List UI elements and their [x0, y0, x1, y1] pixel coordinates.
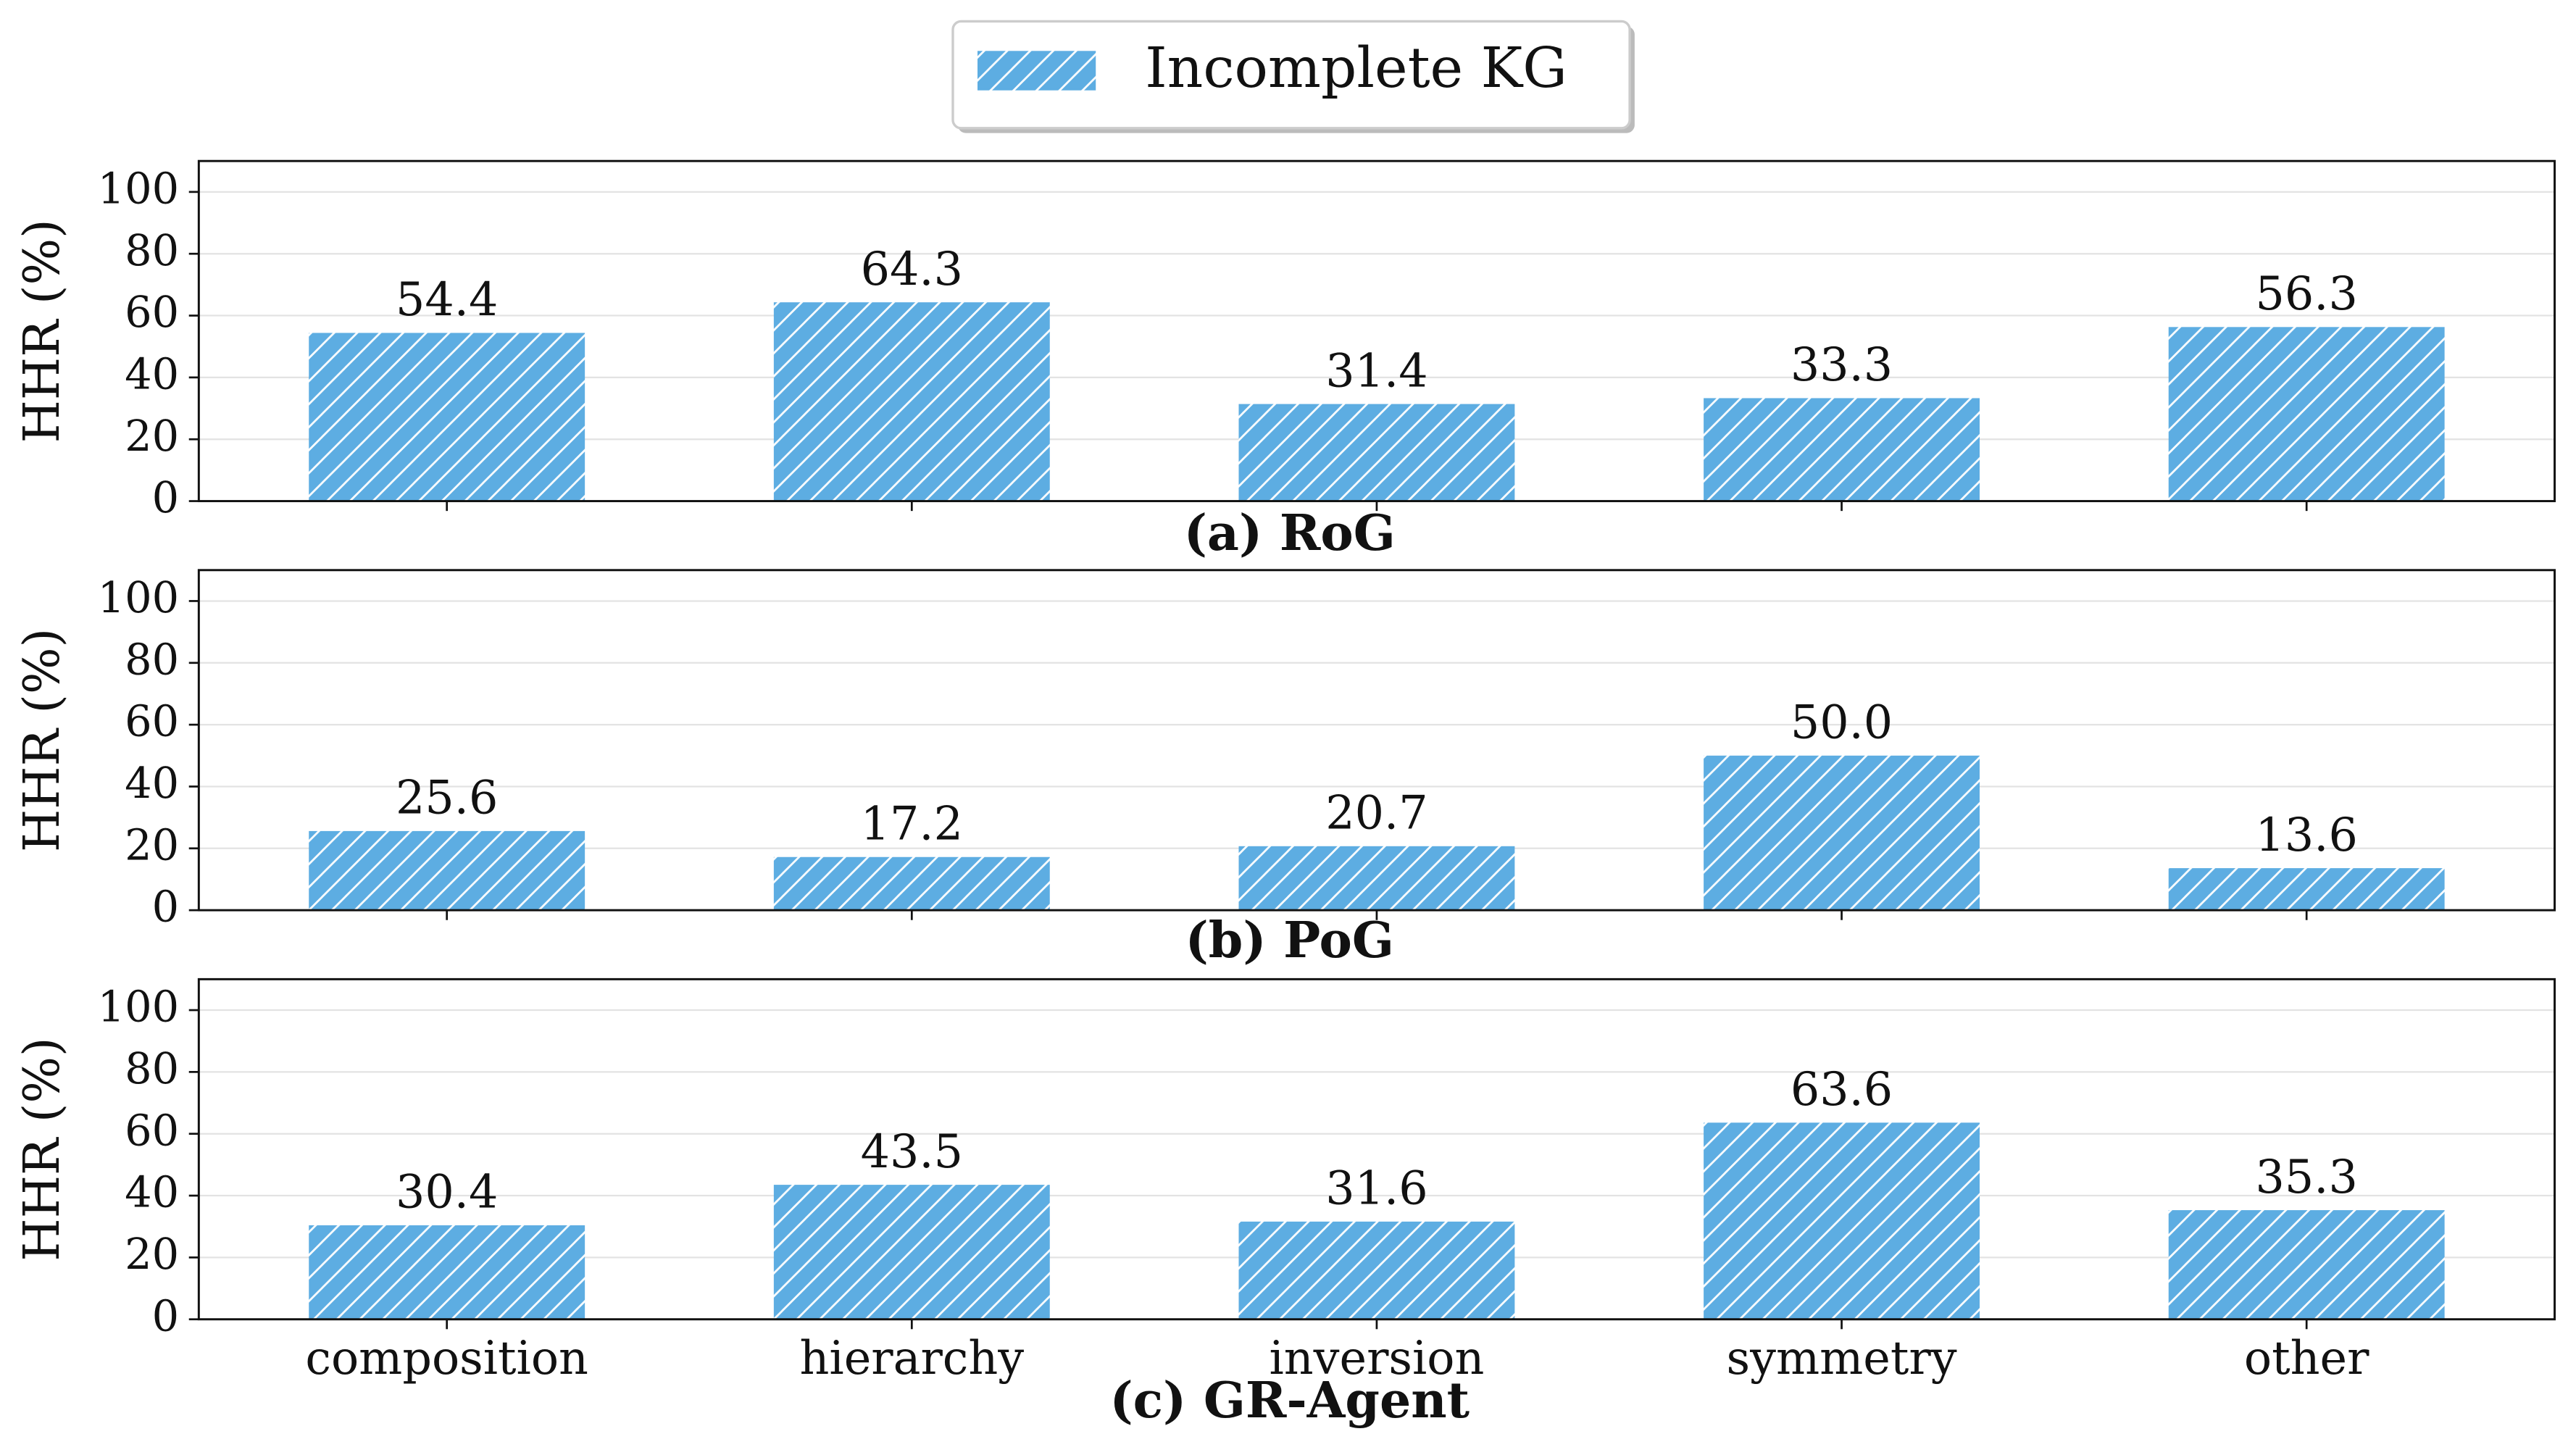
y-tick-label: 80 [125, 634, 179, 684]
value-label: 63.6 [1791, 1062, 1893, 1116]
x-tick-label: inversion [1269, 1331, 1484, 1385]
bar [1238, 1221, 1515, 1319]
chart-title: (c) GR-Agent [1109, 1372, 1470, 1430]
plot-frame [197, 977, 2556, 1321]
bar [773, 1185, 1050, 1319]
y-tick-label: 0 [152, 882, 179, 932]
bar [1704, 398, 1980, 501]
x-tick-label: composition [305, 1331, 588, 1385]
plot-frame [197, 159, 2556, 503]
value-label: 31.4 [1325, 343, 1427, 397]
y-tick-label: 60 [125, 696, 179, 746]
chart-title: (b) PoG [1185, 912, 1394, 970]
legend-label: Incomplete KG [1145, 36, 1567, 101]
value-label: 35.3 [2256, 1150, 2358, 1204]
y-tick-label: 40 [125, 1167, 179, 1217]
y-tick-label: 20 [125, 1229, 179, 1279]
chart-title: (a) RoG [1184, 504, 1396, 562]
value-label: 64.3 [861, 242, 963, 296]
bar [309, 333, 585, 501]
y-axis-label: HHR (%) [14, 219, 71, 443]
value-label: 54.4 [396, 272, 498, 326]
y-tick-label: 0 [152, 472, 179, 522]
bar [773, 856, 1050, 911]
y-tick-label: 0 [152, 1291, 179, 1341]
bar [1704, 1122, 1980, 1319]
value-label: 25.6 [396, 771, 498, 825]
bar [309, 830, 585, 911]
y-tick-label: 80 [125, 1043, 179, 1093]
x-tick-label: hierarchy [800, 1331, 1025, 1385]
value-label: 20.7 [1325, 785, 1427, 839]
y-tick-label: 100 [98, 572, 179, 622]
bar [309, 1225, 585, 1319]
x-tick-label: other [2244, 1331, 2369, 1385]
bar [1704, 755, 1980, 911]
y-tick-label: 80 [125, 225, 179, 275]
y-tick-label: 40 [125, 349, 179, 399]
y-tick-label: 100 [98, 982, 179, 1032]
y-tick-label: 20 [125, 820, 179, 870]
y-tick-label: 60 [125, 287, 179, 337]
y-axis-label: HHR (%) [14, 628, 71, 852]
y-tick-label: 100 [98, 163, 179, 213]
x-tick-label: symmetry [1727, 1331, 1957, 1385]
value-label: 33.3 [1791, 338, 1893, 391]
y-axis-label: HHR (%) [14, 1037, 71, 1261]
value-label: 43.5 [861, 1125, 963, 1178]
bar [2168, 327, 2445, 501]
value-label: 31.6 [1325, 1162, 1427, 1215]
legend-box [951, 20, 1631, 130]
bar [2168, 868, 2445, 911]
bar [1238, 404, 1515, 501]
value-label: 50.0 [1791, 695, 1893, 749]
y-tick-label: 40 [125, 758, 179, 808]
bar [1238, 846, 1515, 911]
value-label: 56.3 [2256, 267, 2358, 320]
legend-swatch [977, 51, 1096, 91]
value-label: 13.6 [2256, 808, 2358, 862]
y-tick-label: 60 [125, 1105, 179, 1155]
y-tick-label: 20 [125, 411, 179, 461]
value-label: 17.2 [861, 796, 963, 850]
bar [773, 302, 1050, 501]
bar [2168, 1210, 2445, 1319]
plot-frame [197, 569, 2556, 912]
value-label: 30.4 [396, 1165, 498, 1219]
